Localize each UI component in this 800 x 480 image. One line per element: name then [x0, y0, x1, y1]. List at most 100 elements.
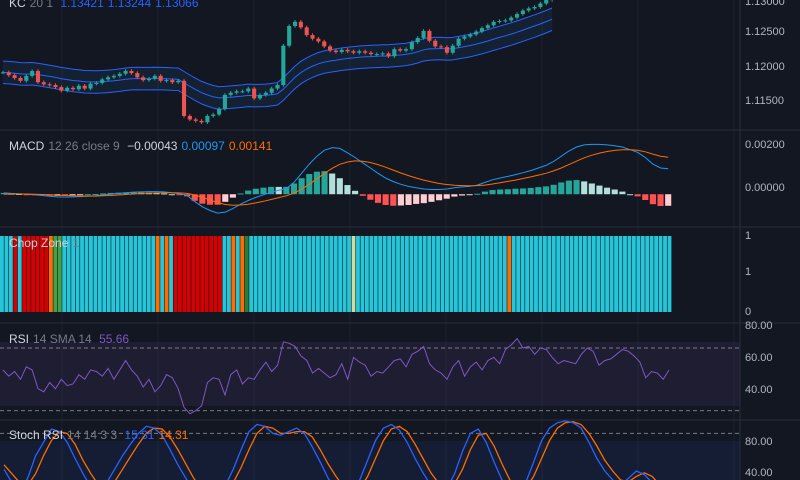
candle-body — [345, 49, 350, 52]
candle-body — [146, 78, 152, 81]
candle-body — [164, 80, 169, 82]
keltner-lower-line — [2, 30, 553, 110]
macd-histogram-bar — [214, 194, 221, 205]
chop-zone-bar — [262, 236, 267, 312]
candle-body — [351, 51, 356, 53]
chop-zone-bar — [342, 236, 347, 312]
candle-body — [386, 53, 391, 57]
macd-histogram-bar — [565, 180, 572, 195]
candle-body — [357, 51, 362, 53]
chop-zone-bar — [422, 236, 427, 312]
chop-zone-bar — [17, 236, 22, 312]
macd-histogram-bar — [405, 194, 412, 205]
candle-body — [509, 17, 514, 21]
chop-zone-bar — [115, 236, 120, 312]
chop-zone-bar — [605, 236, 610, 312]
chop-zone-bar — [4, 236, 9, 312]
chop-zone-bar — [645, 236, 650, 312]
chop-zone-bar — [556, 236, 561, 312]
candle-body — [514, 14, 520, 18]
chop-zone-bar — [302, 236, 307, 312]
candle-body — [456, 38, 461, 46]
chop-zone-bar — [249, 236, 254, 312]
chop-zone-bar — [275, 236, 280, 312]
chop-zone-bar — [654, 236, 659, 312]
macd-histogram-bar — [390, 194, 397, 206]
macd-histogram-bar — [619, 191, 626, 195]
chop-zone-indicator-name: Chop Zone — [9, 236, 69, 250]
candle-body — [439, 46, 444, 48]
candle-body — [462, 36, 467, 39]
chop-zone-bar — [80, 236, 84, 312]
candle-body — [106, 77, 111, 80]
macd-pane[interactable] — [0, 143, 672, 214]
candle-body — [374, 54, 379, 56]
keltner-basis-value: 1.13244 — [107, 0, 152, 10]
chop-zone-bar — [596, 236, 601, 312]
chop-zone-bar — [591, 236, 596, 312]
rsi-indicator-params: 14 SMA 14 — [33, 332, 92, 346]
macd-histogram-bar — [329, 173, 336, 195]
price-pane[interactable] — [0, 0, 554, 125]
chop-zone-bar — [218, 236, 222, 312]
chop-zone-legend[interactable]: Chop Zone 1 — [9, 236, 83, 250]
chop-zone-bar — [453, 236, 458, 312]
chop-zone-bar — [209, 236, 214, 312]
chop-zone-bar — [267, 236, 271, 312]
macd-signal-line — [3, 149, 669, 206]
macd-histogram-bar — [290, 183, 298, 195]
keltner-channel-fill — [2, 8, 553, 110]
candle-body — [526, 8, 531, 11]
macd-axis-label: 0.00200 — [745, 139, 785, 151]
chop-zone-bar — [244, 236, 249, 312]
chop-zone-bar — [582, 236, 587, 312]
macd-histogram-bar — [550, 184, 557, 195]
candle-body — [310, 35, 315, 39]
macd-histogram-bar — [336, 178, 343, 195]
macd-histogram-bar — [443, 194, 450, 199]
stoch-rsi-legend[interactable]: Stoch RSI 14 14 3 3 15.31 14.31 — [9, 428, 192, 442]
macd-histogram-bar — [504, 189, 511, 195]
candle-body — [316, 38, 321, 42]
chop-zone-bar — [485, 236, 489, 312]
chop-zone-bar — [396, 236, 400, 312]
candle-body — [409, 42, 414, 50]
candle-body — [468, 34, 473, 37]
rsi-legend[interactable]: RSI 14 SMA 14 55.66 — [9, 332, 133, 346]
candle-body — [444, 47, 449, 53]
candle-body — [47, 84, 52, 86]
chop-zone-bar — [587, 236, 592, 312]
chop-zone-bar — [382, 236, 387, 312]
macd-histogram-bar — [542, 186, 550, 195]
chop-zone-bar — [324, 236, 329, 312]
chop-zone-bar — [97, 236, 102, 312]
rsi-pane[interactable] — [0, 337, 740, 415]
chop-zone-bar — [560, 236, 565, 312]
chop-zone-bar — [315, 236, 320, 312]
candle-body — [269, 88, 274, 93]
stoch-rsi-pane[interactable] — [0, 420, 740, 480]
chop-zone-bar — [195, 236, 200, 312]
price-legend[interactable]: KC 20 1 1.13421 1.13244 1.13066 — [9, 0, 203, 10]
macd-histogram-bar — [222, 194, 229, 202]
macd-histogram-bar — [107, 192, 114, 195]
chop-zone-bar — [489, 236, 494, 312]
chop-zone-bar — [391, 236, 396, 312]
chop-zone-bar — [565, 236, 570, 312]
macd-histogram-bar — [520, 188, 527, 195]
macd-legend[interactable]: MACD 12 26 close 9 −0.00043 0.00097 0.00141 — [9, 139, 276, 153]
candle-body — [532, 7, 537, 9]
chop-zone-pane[interactable] — [0, 236, 672, 312]
chop-zone-bar — [146, 236, 151, 312]
candle-body — [193, 119, 198, 121]
candle-body — [217, 108, 222, 115]
candle-body — [82, 85, 87, 89]
macd-histogram-bar — [0, 192, 7, 195]
stoch-rsi-indicator-params: 14 14 3 3 — [67, 428, 118, 442]
candle-body — [117, 73, 122, 76]
chop-zone-bar — [476, 236, 481, 312]
chop-zone-bar — [320, 236, 325, 312]
chop-zone-bar — [631, 236, 636, 312]
chop-zone-bar — [547, 236, 552, 312]
candle-body — [538, 3, 543, 8]
